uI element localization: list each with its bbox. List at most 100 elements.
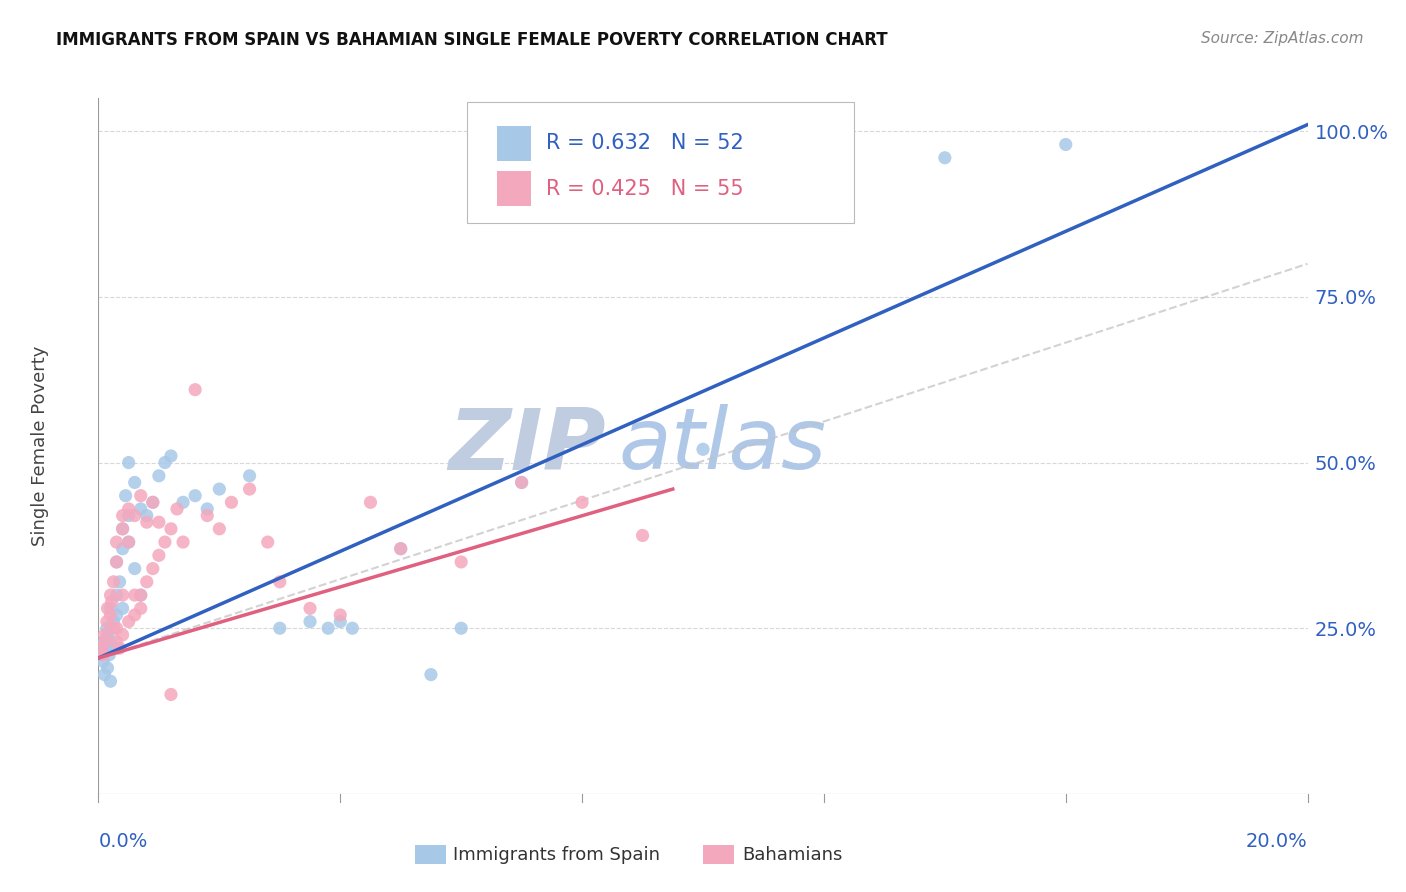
Point	[148, 468, 170, 483]
Point	[153, 535, 176, 549]
Point	[269, 574, 291, 589]
Point	[111, 588, 134, 602]
Point	[103, 615, 125, 629]
Text: Single Female Poverty: Single Female Poverty	[31, 346, 49, 546]
Point	[105, 607, 128, 622]
Point	[148, 515, 170, 529]
Point	[166, 502, 188, 516]
Point	[100, 634, 122, 648]
Point	[105, 621, 128, 635]
Point	[118, 535, 141, 549]
Point	[153, 456, 176, 470]
Point	[129, 601, 152, 615]
Point	[342, 621, 364, 635]
Point	[111, 541, 134, 556]
Point	[172, 535, 194, 549]
Point	[195, 502, 218, 516]
Point	[111, 601, 134, 615]
Point	[172, 495, 194, 509]
Point	[103, 621, 125, 635]
Point	[90, 641, 112, 656]
Point	[105, 555, 128, 569]
Point	[160, 688, 183, 702]
Point	[118, 535, 141, 549]
Point	[420, 667, 443, 681]
Point	[329, 615, 352, 629]
Point	[571, 495, 593, 509]
Point	[100, 607, 122, 622]
Point	[100, 595, 122, 609]
Point	[450, 621, 472, 635]
Point	[329, 607, 352, 622]
Point	[631, 528, 654, 542]
Point	[111, 508, 134, 523]
Point	[1054, 137, 1077, 152]
Point	[90, 648, 112, 662]
Point	[135, 508, 157, 523]
Point	[135, 515, 157, 529]
Point	[108, 641, 131, 656]
Point	[510, 475, 533, 490]
Bar	[498, 126, 531, 161]
Text: 0.0%: 0.0%	[98, 832, 148, 851]
Bar	[498, 171, 531, 206]
Point	[124, 588, 146, 602]
Point	[118, 508, 141, 523]
Point	[142, 561, 165, 575]
Point	[142, 495, 165, 509]
Point	[91, 654, 114, 668]
Point	[389, 541, 412, 556]
Point	[239, 468, 262, 483]
Point	[450, 555, 472, 569]
Point	[105, 641, 128, 656]
Text: R = 0.632   N = 52: R = 0.632 N = 52	[546, 133, 744, 153]
Point	[160, 522, 183, 536]
Point	[510, 475, 533, 490]
Point	[256, 535, 278, 549]
Point	[692, 442, 714, 457]
Point	[105, 588, 128, 602]
Point	[195, 508, 218, 523]
Point	[124, 561, 146, 575]
Point	[96, 615, 118, 629]
Text: Bahamians: Bahamians	[742, 846, 842, 863]
Point	[124, 475, 146, 490]
Point	[129, 489, 152, 503]
Point	[111, 628, 134, 642]
Point	[124, 607, 146, 622]
Point	[100, 641, 122, 656]
Point	[91, 648, 114, 662]
Text: R = 0.425   N = 55: R = 0.425 N = 55	[546, 178, 744, 199]
Point	[96, 621, 118, 635]
Point	[360, 495, 382, 509]
Text: 20.0%: 20.0%	[1246, 832, 1308, 851]
Point	[934, 151, 956, 165]
Point	[111, 522, 134, 536]
Point	[105, 555, 128, 569]
Point	[100, 588, 122, 602]
Point	[118, 615, 141, 629]
Point	[142, 495, 165, 509]
Point	[93, 628, 115, 642]
Point	[94, 634, 117, 648]
Point	[96, 628, 118, 642]
Point	[135, 574, 157, 589]
Text: Source: ZipAtlas.com: Source: ZipAtlas.com	[1201, 31, 1364, 46]
Point	[108, 574, 131, 589]
Point	[100, 674, 122, 689]
Point	[184, 383, 207, 397]
Point	[94, 641, 117, 656]
Point	[389, 541, 412, 556]
Text: Immigrants from Spain: Immigrants from Spain	[453, 846, 659, 863]
Point	[299, 601, 322, 615]
Point	[148, 549, 170, 563]
Point	[105, 535, 128, 549]
Point	[129, 588, 152, 602]
Point	[114, 489, 136, 503]
Point	[129, 502, 152, 516]
FancyBboxPatch shape	[467, 102, 855, 223]
Text: IMMIGRANTS FROM SPAIN VS BAHAMIAN SINGLE FEMALE POVERTY CORRELATION CHART: IMMIGRANTS FROM SPAIN VS BAHAMIAN SINGLE…	[56, 31, 887, 49]
Point	[316, 621, 339, 635]
Point	[208, 522, 231, 536]
Point	[96, 661, 118, 675]
